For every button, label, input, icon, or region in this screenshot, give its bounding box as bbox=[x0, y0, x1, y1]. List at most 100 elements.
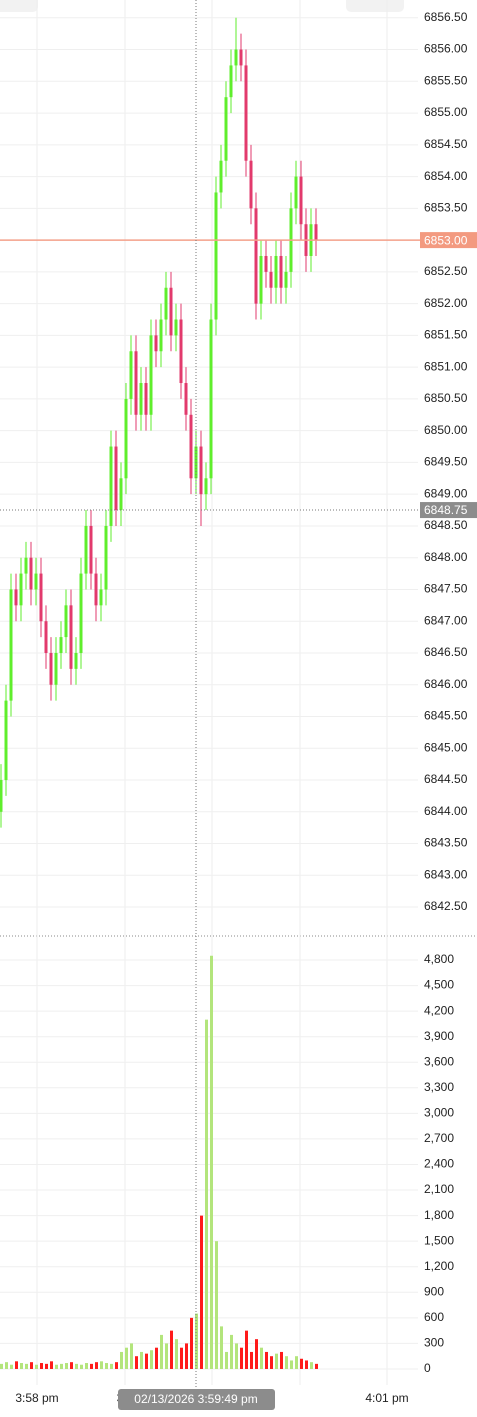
y-tick-label: 6855.00 bbox=[424, 105, 468, 119]
y-tick-label: 1,500 bbox=[424, 1233, 454, 1247]
last-price-box bbox=[420, 232, 477, 249]
candle-body bbox=[54, 652, 58, 685]
volume-bar bbox=[75, 1363, 78, 1369]
y-tick-label: 6846.50 bbox=[424, 645, 468, 659]
x-tick-label: 4:01 pm bbox=[365, 1391, 408, 1405]
y-tick-label: 6848.50 bbox=[424, 518, 468, 532]
y-tick-label: 6852.00 bbox=[424, 296, 468, 310]
y-tick-label: 1,200 bbox=[424, 1259, 454, 1273]
volume-bar bbox=[125, 1347, 128, 1369]
volume-bar bbox=[90, 1363, 93, 1369]
volume-bar bbox=[80, 1364, 83, 1369]
candle-body bbox=[189, 414, 193, 479]
candle-body bbox=[94, 573, 98, 606]
volume-bar bbox=[180, 1347, 183, 1369]
volume-bar bbox=[145, 1353, 148, 1369]
candle-body bbox=[204, 478, 208, 495]
y-tick-label: 6847.00 bbox=[424, 613, 468, 627]
candle-body bbox=[74, 652, 78, 669]
volume-bar bbox=[0, 1363, 3, 1369]
volume-bar bbox=[215, 1241, 218, 1369]
volume-bar bbox=[50, 1361, 53, 1369]
volume-bar bbox=[100, 1361, 103, 1369]
candle-body bbox=[144, 383, 148, 415]
y-tick-label: 1,800 bbox=[424, 1208, 454, 1222]
y-tick-label: 6848.00 bbox=[424, 550, 468, 564]
volume-bar bbox=[290, 1360, 293, 1369]
volume-bar bbox=[260, 1347, 263, 1369]
candle-body bbox=[139, 383, 143, 415]
volume-bar bbox=[315, 1363, 318, 1369]
y-tick-label: 2,100 bbox=[424, 1182, 454, 1196]
y-tick-label: 6842.50 bbox=[424, 899, 468, 913]
volume-bar bbox=[115, 1362, 118, 1369]
y-tick-label: 6854.00 bbox=[424, 169, 468, 183]
y-tick-label: 4,500 bbox=[424, 978, 454, 992]
candle-body bbox=[49, 652, 53, 685]
candle-body bbox=[9, 589, 13, 701]
volume-bar bbox=[270, 1356, 273, 1369]
volume-bar bbox=[160, 1334, 163, 1369]
volume-bar bbox=[285, 1356, 288, 1369]
candle-body bbox=[279, 255, 283, 288]
volume-bar bbox=[105, 1363, 108, 1369]
candle-body bbox=[274, 255, 278, 288]
candle-body bbox=[314, 224, 318, 241]
crosshair-time-box bbox=[118, 1389, 275, 1410]
volume-bar bbox=[265, 1351, 268, 1369]
volume-bar bbox=[170, 1330, 173, 1369]
volume-bar bbox=[200, 1215, 203, 1369]
candle-body bbox=[254, 208, 258, 304]
y-tick-label: 3,000 bbox=[424, 1106, 454, 1120]
y-tick-label: 300 bbox=[424, 1336, 444, 1350]
back-button[interactable] bbox=[346, 0, 404, 12]
y-tick-label: 900 bbox=[424, 1284, 444, 1298]
y-tick-label: 3,900 bbox=[424, 1029, 454, 1043]
candle-body bbox=[179, 319, 183, 384]
volume-bar bbox=[210, 955, 213, 1369]
volume-bar bbox=[240, 1347, 243, 1369]
volume-bar bbox=[310, 1362, 313, 1369]
y-tick-label: 6849.50 bbox=[424, 455, 468, 469]
candle-body bbox=[294, 176, 298, 209]
volume-bar bbox=[255, 1339, 258, 1369]
candle-body bbox=[109, 446, 113, 526]
volume-bar bbox=[5, 1362, 8, 1369]
candle-body bbox=[0, 780, 3, 812]
volume-bar bbox=[85, 1363, 88, 1369]
volume-bar bbox=[20, 1363, 23, 1369]
candle-body bbox=[134, 351, 138, 415]
volume-bar bbox=[205, 1019, 208, 1369]
volume-bar bbox=[155, 1347, 158, 1369]
candle-body bbox=[119, 478, 123, 511]
volume-bar bbox=[130, 1343, 133, 1369]
crosshair-time-label: 02/13/2026 3:59:49 pm bbox=[134, 1392, 257, 1406]
candle-body bbox=[99, 589, 103, 606]
volume-bar bbox=[70, 1362, 73, 1369]
volume-bar bbox=[250, 1351, 253, 1369]
volume-bar bbox=[165, 1343, 168, 1369]
y-tick-label: 6856.00 bbox=[424, 42, 468, 56]
volume-bar bbox=[305, 1360, 308, 1369]
volume-bar bbox=[235, 1343, 238, 1369]
candle-body bbox=[234, 49, 238, 66]
y-tick-label: 3,300 bbox=[424, 1080, 454, 1094]
y-tick-label: 6856.50 bbox=[424, 10, 468, 24]
volume-bar bbox=[25, 1363, 28, 1369]
volume-bar bbox=[175, 1339, 178, 1369]
candle-body bbox=[154, 335, 158, 352]
candle-body bbox=[239, 49, 243, 66]
y-tick-label: 6845.00 bbox=[424, 740, 468, 754]
y-tick-label: 3,600 bbox=[424, 1054, 454, 1068]
y-tick-label: 6850.50 bbox=[424, 391, 468, 405]
candle-body bbox=[39, 573, 43, 622]
volume-bar bbox=[40, 1363, 43, 1369]
candle-body bbox=[214, 192, 218, 320]
volume-bar bbox=[225, 1351, 228, 1369]
candle-body bbox=[24, 557, 28, 574]
candle-body bbox=[104, 525, 108, 590]
tool-button[interactable] bbox=[0, 0, 38, 12]
volume-bar bbox=[230, 1334, 233, 1369]
y-tick-label: 4,200 bbox=[424, 1003, 454, 1017]
